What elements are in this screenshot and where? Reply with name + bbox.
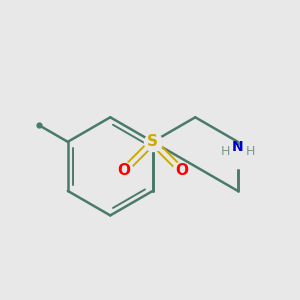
Text: O: O — [175, 163, 188, 178]
Text: H: H — [220, 145, 230, 158]
Text: O: O — [118, 163, 130, 178]
Text: S: S — [147, 134, 158, 149]
Text: H: H — [246, 145, 255, 158]
Text: N: N — [232, 140, 244, 154]
